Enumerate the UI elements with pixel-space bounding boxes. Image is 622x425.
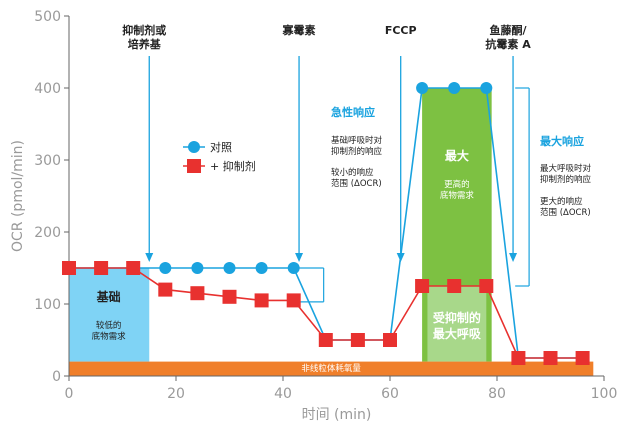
- inhibitor-point: [190, 286, 205, 301]
- x-tick-label: 80: [488, 386, 506, 402]
- injection-arrow-head: [509, 253, 518, 262]
- inhibitor-point: [479, 279, 494, 293]
- x-tick-label: 40: [274, 386, 292, 402]
- legend-inhibitor-label: + 抑制剂: [210, 159, 256, 173]
- inhibitor-point: [94, 261, 109, 275]
- injection-label: FCCP: [385, 24, 417, 37]
- basal-subtext: 底物需求: [92, 331, 127, 342]
- acute-title: 急性响应: [331, 105, 375, 119]
- control-point: [448, 82, 461, 94]
- acute-desc: 抑制剂的响应: [331, 146, 383, 157]
- injection-label: 抗霉素 A: [485, 37, 531, 51]
- injection-label: 鱼藤酮/: [490, 23, 528, 37]
- regions-layer: [69, 88, 594, 376]
- x-tick-label: 20: [167, 386, 185, 402]
- basal-subtext: 较低的: [96, 320, 122, 331]
- x-axis-title: 时间 (min): [302, 407, 372, 423]
- y-axis-title: OCR (pmol/min): [10, 140, 26, 252]
- legend-control-label: 对照: [210, 140, 232, 154]
- control-point: [159, 262, 172, 274]
- inhibitor-point: [286, 293, 301, 308]
- nonmito-label: 非线粒体耗氧量: [301, 363, 361, 374]
- inhibitor-point: [158, 282, 173, 297]
- inhibited-max-region: [427, 286, 487, 362]
- inhibitor-point: [254, 293, 269, 308]
- x-tick-label: 100: [591, 386, 618, 402]
- axes-layer: 0 100 200 300 400 500 0 20 40 60 80 100 时间 (min) OCR …: [10, 9, 617, 423]
- acute-desc: 较小的响应: [331, 167, 374, 178]
- legend-control-marker: [188, 141, 200, 153]
- maximal-label: 最大: [445, 148, 469, 163]
- inhibitor-point: [543, 351, 558, 365]
- inhibited-max-label: 受抑制的: [433, 310, 481, 325]
- inhibitor-point: [511, 351, 526, 365]
- inhibitor-point: [62, 261, 76, 275]
- inhibitor-point: [415, 279, 430, 293]
- series-layer: [62, 82, 590, 365]
- inhibited-max-label: 最大呼吸: [433, 326, 482, 341]
- control-point: [191, 262, 204, 274]
- basal-label: 基础: [96, 289, 121, 304]
- inhibitor-point: [222, 289, 237, 304]
- maximal-subtext: 底物需求: [440, 190, 475, 201]
- inhibitor-point: [350, 333, 365, 347]
- x-tick-label: 60: [381, 386, 399, 402]
- injection-label: 寡霉素: [282, 23, 316, 37]
- legend-inhibitor-marker: [187, 159, 201, 173]
- max-desc: 抑制剂的响应: [540, 174, 592, 185]
- y-tick-label: 300: [34, 153, 61, 169]
- basal-region: [69, 268, 150, 362]
- injection-label: 培养基: [128, 37, 162, 51]
- inhibitor-point: [126, 261, 141, 275]
- y-tick-label: 500: [34, 9, 61, 25]
- y-tick-label: 200: [34, 225, 61, 241]
- max-title: 最大响应: [540, 134, 584, 148]
- control-point: [416, 82, 429, 94]
- inhibitor-point: [383, 333, 397, 347]
- control-point: [223, 262, 236, 274]
- maximal-subtext: 更高的: [444, 179, 470, 190]
- injection-arrow-head: [145, 253, 154, 262]
- x-tick-label: 0: [65, 386, 74, 402]
- inhibitor-point: [575, 351, 590, 365]
- control-point: [255, 262, 268, 274]
- acute-desc: 基础呼吸时对: [331, 135, 383, 146]
- injection-label: 抑制剂或: [122, 23, 166, 37]
- max-desc: 最大呼吸时对: [540, 163, 592, 174]
- control-point: [287, 262, 300, 274]
- nonmito-band: [69, 361, 594, 376]
- y-tick-label: 0: [52, 369, 61, 385]
- acute-desc: 范围 (ΔOCR): [331, 178, 382, 189]
- inhibitor-point: [447, 279, 462, 293]
- control-point: [480, 82, 493, 94]
- y-tick-label: 400: [34, 81, 61, 97]
- max-desc: 更大的响应: [540, 196, 583, 207]
- injection-arrow-head: [295, 253, 304, 262]
- max-desc: 范围 (ΔOCR): [540, 207, 591, 218]
- inhibitor-point: [318, 333, 333, 347]
- y-tick-label: 100: [34, 297, 61, 313]
